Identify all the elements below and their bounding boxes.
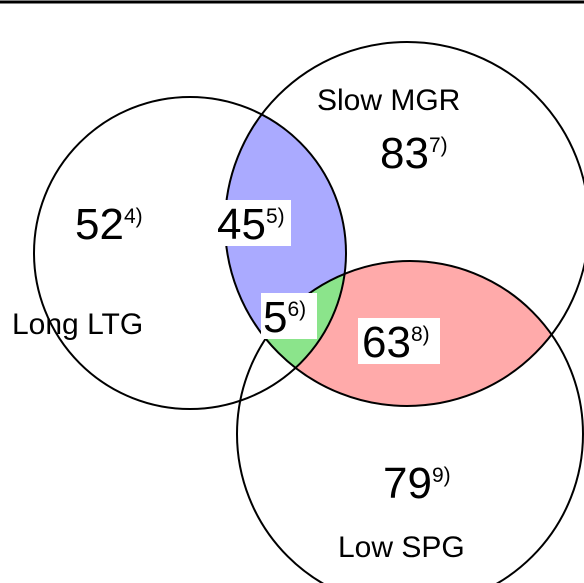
label-box-long-slow bbox=[213, 200, 291, 246]
circle-low-spg bbox=[236, 260, 584, 583]
set-label-low-spg: Low SPG bbox=[338, 531, 465, 564]
label-box-slow-low bbox=[358, 318, 440, 364]
count-low-only: 799) bbox=[383, 459, 451, 508]
count-long-slow-low: 56) bbox=[263, 293, 306, 342]
set-label-long-ltg: Long LTG bbox=[12, 308, 143, 341]
count-slow-only: 837) bbox=[380, 129, 448, 178]
circle-long-ltg bbox=[33, 96, 347, 410]
set-label-slow-mgr: Slow MGR bbox=[317, 84, 460, 117]
label-box-long-slow-low bbox=[261, 293, 317, 339]
count-slow-low: 638) bbox=[362, 318, 430, 367]
count-long-only: 524) bbox=[75, 200, 143, 249]
count-long-slow: 455) bbox=[217, 200, 285, 249]
region-slow-low bbox=[237, 261, 583, 406]
